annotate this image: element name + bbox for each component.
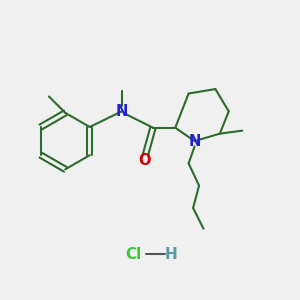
Text: N: N bbox=[188, 134, 201, 148]
Text: H: H bbox=[164, 247, 177, 262]
Text: O: O bbox=[138, 153, 150, 168]
Text: Cl: Cl bbox=[125, 247, 142, 262]
Text: N: N bbox=[116, 104, 128, 119]
